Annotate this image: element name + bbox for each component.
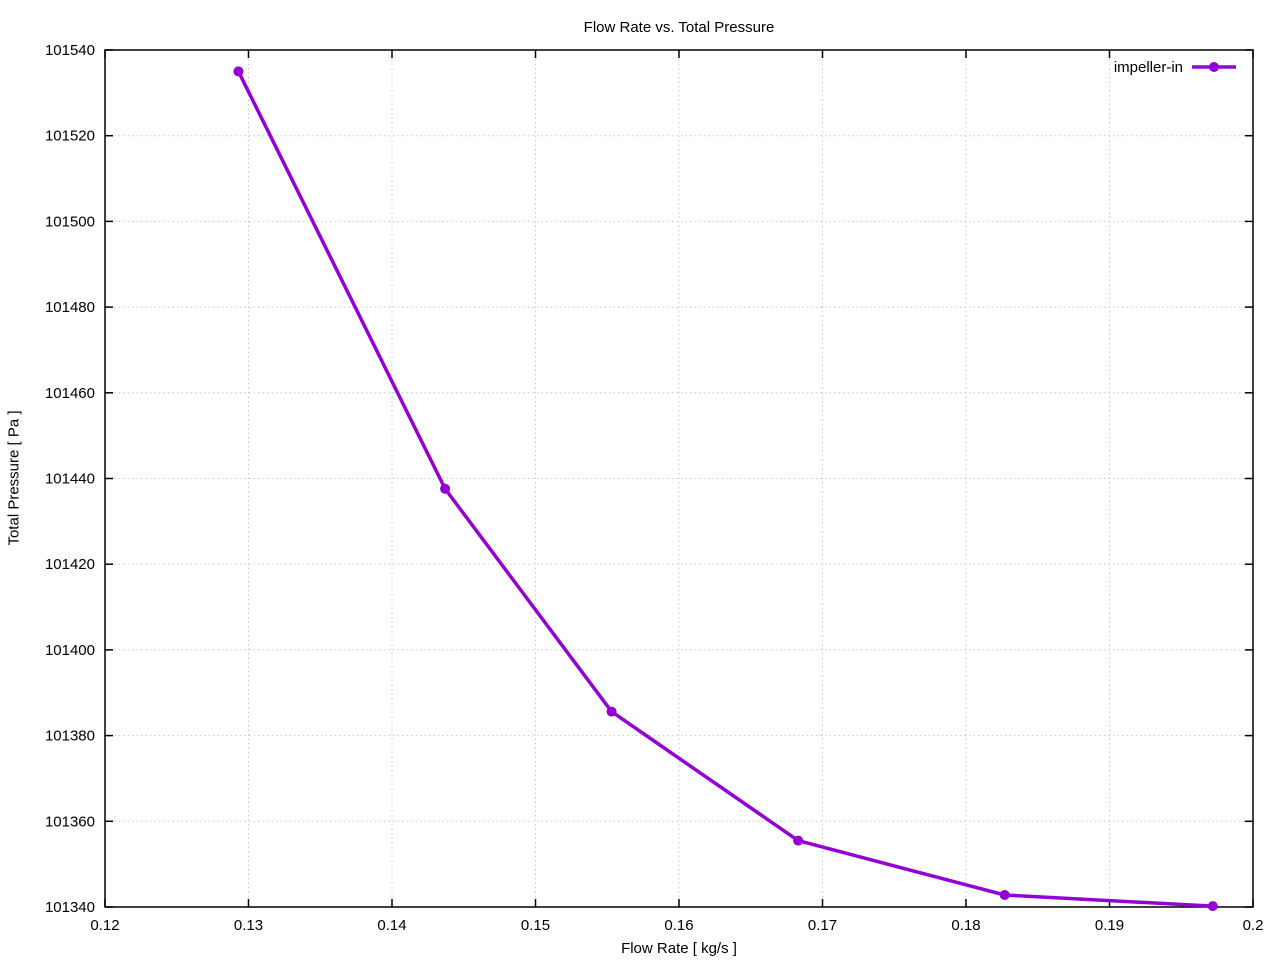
y-tick-label: 101500 [45,213,95,230]
data-point-marker [999,890,1010,901]
legend-label: impeller-in [1113,58,1183,76]
y-tick-label: 101360 [45,813,95,830]
plot-border [104,49,1254,908]
x-tick-label: 0.17 [808,917,837,934]
x-tick-label: 0.12 [90,917,119,934]
data-point-marker [440,483,451,494]
data-point-marker [793,835,804,846]
chart-title: Flow Rate vs. Total Pressure [583,19,775,36]
legend-marker-icon [1209,62,1219,72]
y-tick-label: 101340 [45,899,95,916]
legend-line-sample [1192,62,1236,72]
y-tick-label: 101480 [45,299,95,316]
x-tick-label: 0.13 [234,917,263,934]
y-tick-label: 101380 [45,728,95,745]
x-tick-label: 0.14 [377,917,406,934]
y-tick-label: 101440 [45,471,95,488]
data-point-marker [233,66,244,77]
data-point-marker [1207,901,1218,912]
legend: impeller-in [1113,58,1237,76]
x-tick-label: 0.2 [1243,917,1264,934]
y-tick-label: 101540 [45,42,95,59]
x-axis-label: Flow Rate [ kg/s ] [621,940,737,957]
y-tick-label: 101460 [45,385,95,402]
x-tick-label: 0.18 [951,917,980,934]
data-point-marker [606,706,617,717]
y-tick-label: 101520 [45,128,95,145]
y-axis-label: Total Pressure [ Pa ] [5,410,23,546]
x-tick-label: 0.19 [1095,917,1124,934]
y-tick-label: 101420 [45,556,95,573]
x-tick-label: 0.16 [664,917,693,934]
y-tick-label: 101400 [45,642,95,659]
x-tick-label: 0.15 [521,917,550,934]
series-line [236,69,1215,908]
